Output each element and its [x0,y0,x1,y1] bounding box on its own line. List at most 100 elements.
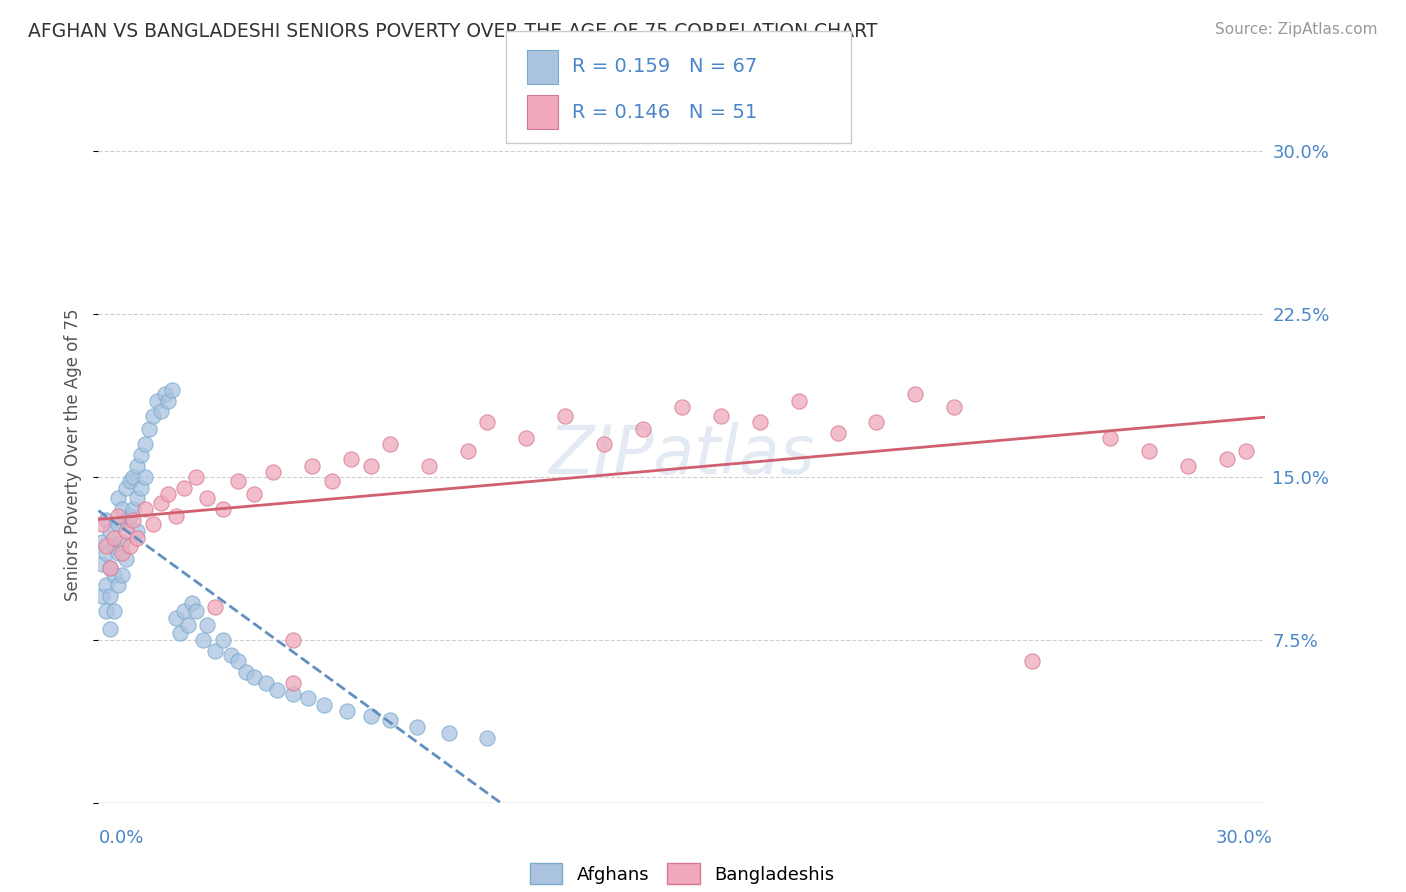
Point [96,546,118,560]
Point [266,682,288,697]
Point [103,531,125,545]
Text: Source: ZipAtlas.com: Source: ZipAtlas.com [1215,22,1378,37]
Point [281,676,304,690]
Point [336,705,359,719]
Point [281,687,304,701]
Point [127,458,149,473]
Point [129,448,152,462]
Point [1137,443,1160,458]
Point [129,481,152,495]
Point [107,517,129,532]
Point [157,487,180,501]
Point [91,557,114,571]
Point [184,469,207,483]
Point [671,400,693,414]
Point [312,698,335,712]
Point [142,517,165,532]
Point [301,458,323,473]
Point [98,524,121,538]
Point [118,508,141,523]
Point [262,466,284,480]
Point [111,535,134,549]
Point [1234,443,1257,458]
Point [107,546,129,560]
Point [195,491,218,506]
Point [406,720,429,734]
Point [114,524,136,538]
Point [111,502,134,516]
Point [134,502,156,516]
Point [103,567,125,582]
Y-axis label: Seniors Poverty Over the Age of 75: Seniors Poverty Over the Age of 75 [65,309,83,601]
Point [593,437,616,451]
Point [378,713,402,727]
Text: 0.0%: 0.0% [98,829,143,847]
Point [787,393,810,408]
Point [107,578,129,592]
Point [1021,655,1043,669]
Point [477,731,499,745]
Point [243,670,266,684]
Point [173,481,195,495]
Point [281,632,304,647]
Point [254,676,277,690]
Point [297,691,319,706]
Point [114,552,136,566]
Text: ZIPatlas: ZIPatlas [548,422,815,488]
Point [142,409,165,423]
Point [91,517,114,532]
Point [149,496,172,510]
Point [235,665,257,680]
Point [340,452,363,467]
Text: R = 0.159   N = 67: R = 0.159 N = 67 [572,57,758,77]
Point [943,400,966,414]
Point [457,443,479,458]
Point [111,567,134,582]
Point [1215,452,1237,467]
Point [127,531,149,545]
Point [631,422,654,436]
Point [865,415,887,429]
Point [321,474,343,488]
Text: AFGHAN VS BANGLADESHI SENIORS POVERTY OVER THE AGE OF 75 CORRELATION CHART: AFGHAN VS BANGLADESHI SENIORS POVERTY OV… [28,22,877,41]
Point [1098,431,1121,445]
Point [360,708,382,723]
Point [122,502,145,516]
Point [146,393,169,408]
Point [710,409,733,423]
Point [103,605,125,619]
Point [243,487,266,501]
Point [827,426,849,441]
Point [107,491,129,506]
Point [98,561,121,575]
Point [219,648,242,662]
Point [91,589,114,603]
Point [193,632,215,647]
Point [114,513,136,527]
Point [162,383,184,397]
Point [904,387,927,401]
Legend: Afghans, Bangladeshis: Afghans, Bangladeshis [523,856,841,891]
Point [118,474,141,488]
Point [96,578,118,592]
Point [122,469,145,483]
Point [228,655,250,669]
Point [184,605,207,619]
Point [122,513,145,527]
Point [98,622,121,636]
Point [118,539,141,553]
Point [378,437,402,451]
Point [1177,458,1199,473]
Point [360,458,382,473]
Point [477,415,499,429]
Point [228,474,250,488]
Point [98,561,121,575]
Point [153,387,176,401]
Text: 30.0%: 30.0% [1216,829,1272,847]
Point [165,508,187,523]
Point [107,508,129,523]
Point [96,539,118,553]
Point [212,632,235,647]
Point [748,415,770,429]
Point [127,491,149,506]
